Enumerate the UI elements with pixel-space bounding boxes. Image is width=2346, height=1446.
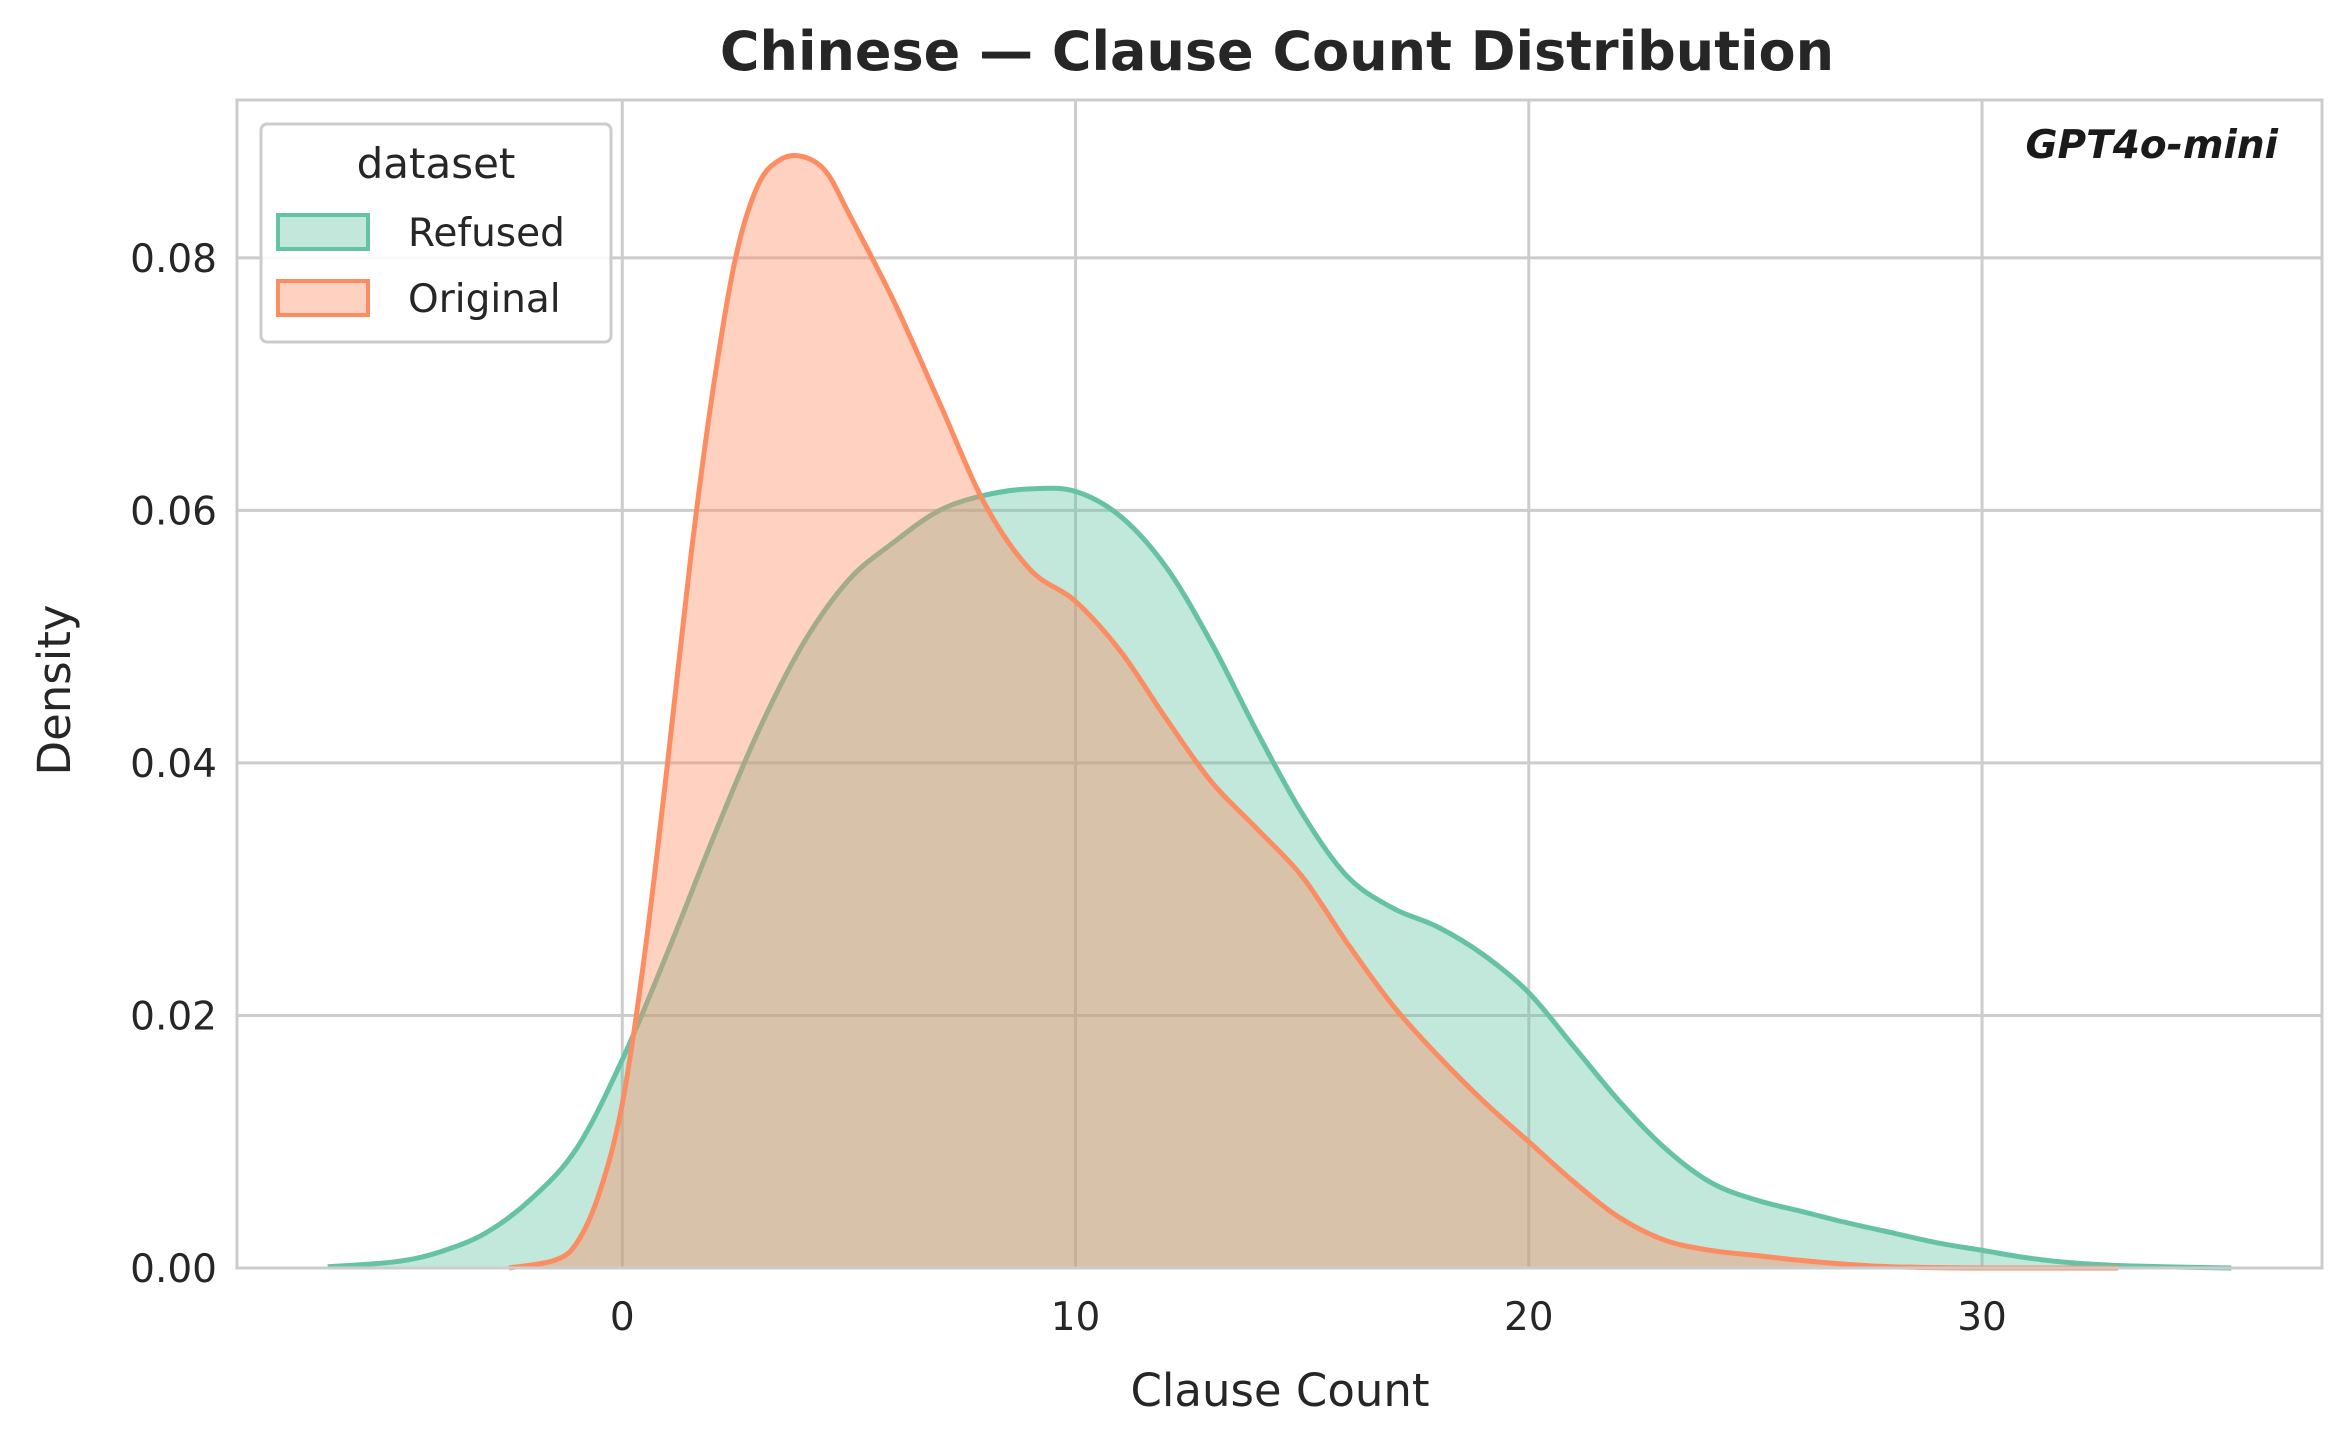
y-tick-label: 0.08	[130, 237, 217, 282]
chart-title: Chinese — Clause Count Distribution	[720, 20, 1834, 83]
legend: dataset Refused Original	[259, 122, 613, 344]
x-tick-label: 10	[1051, 1295, 1101, 1340]
density-area-refused	[327, 488, 2232, 1268]
model-annotation: GPT4o-mini	[2026, 123, 2279, 168]
legend-swatch-original	[276, 279, 370, 317]
y-tick-label: 0.02	[130, 994, 217, 1039]
legend-swatch-refused	[276, 213, 370, 251]
density-area-original	[509, 155, 2118, 1269]
x-tick-label: 0	[610, 1295, 635, 1340]
y-tick-label: 0.00	[130, 1247, 217, 1292]
plot-frame	[235, 98, 2324, 1270]
y-tick-label: 0.06	[130, 489, 217, 534]
y-tick-label: 0.04	[130, 742, 217, 787]
y-axis-label: Density	[28, 604, 81, 775]
legend-title: dataset	[357, 139, 516, 188]
x-tick-label: 20	[1504, 1295, 1554, 1340]
legend-box	[259, 122, 613, 344]
density-line-refused	[327, 485, 2232, 1271]
legend-label-refused: Refused	[408, 211, 565, 256]
x-tick-label: 30	[1957, 1295, 2007, 1340]
density-line-original	[508, 152, 2118, 1271]
x-axis-label: Clause Count	[1130, 1364, 1429, 1417]
density-series	[327, 152, 2232, 1271]
legend-label-original: Original	[408, 277, 561, 322]
axes: 0 10 20 30 0.00 0.02 0.04 0.06 0.08	[130, 237, 2007, 1340]
